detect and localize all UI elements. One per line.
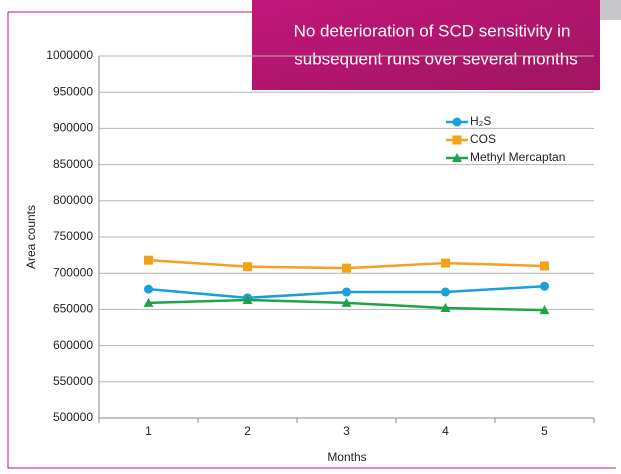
y-tick-label: 750000 — [53, 229, 93, 243]
legend-label: Methyl Mercaptan — [470, 150, 565, 164]
legend-label: H₂S — [470, 114, 491, 128]
y-tick-label: 800000 — [53, 193, 93, 207]
x-tick-label: 2 — [244, 424, 251, 438]
marker — [540, 282, 549, 291]
banner-line: No deterioration of SCD sensitivity in — [294, 21, 571, 40]
marker — [453, 136, 462, 145]
y-axis-label: Area counts — [24, 205, 38, 269]
x-tick-label: 1 — [145, 424, 152, 438]
x-axis-label: Months — [327, 450, 366, 464]
y-tick-label: 700000 — [53, 265, 93, 279]
y-tick-label: 1000000 — [46, 48, 93, 62]
marker — [441, 288, 450, 297]
y-tick-label: 500000 — [53, 410, 93, 424]
marker — [342, 264, 351, 273]
chart: No deterioration of SCD sensitivity in s… — [0, 0, 621, 474]
y-tick-label: 850000 — [53, 157, 93, 171]
banner-line: subsequent runs over several months — [294, 49, 578, 68]
y-tick-label: 650000 — [53, 302, 93, 316]
marker — [144, 285, 153, 294]
y-tick-label: 950000 — [53, 84, 93, 98]
y-tick-label: 900000 — [53, 121, 93, 135]
y-tick-label: 550000 — [53, 374, 93, 388]
x-tick-label: 3 — [343, 424, 350, 438]
marker — [453, 118, 462, 127]
banner — [252, 0, 600, 90]
marker — [144, 256, 153, 265]
x-tick-label: 4 — [442, 424, 449, 438]
legend-label: COS — [470, 132, 496, 146]
y-tick-label: 600000 — [53, 338, 93, 352]
marker — [540, 261, 549, 270]
x-tick-label: 5 — [541, 424, 548, 438]
marker — [243, 262, 252, 271]
marker — [441, 259, 450, 268]
marker — [342, 288, 351, 297]
